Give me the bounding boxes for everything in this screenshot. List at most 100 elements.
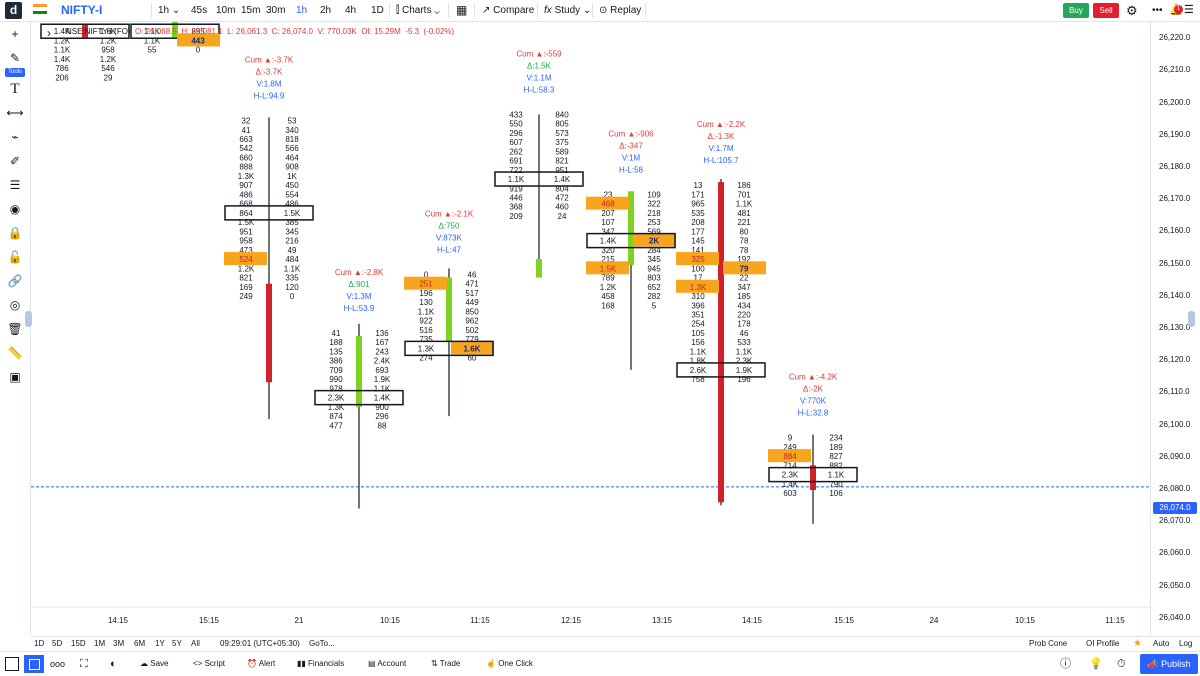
study-button[interactable]: fx Study ⌄ (544, 0, 591, 21)
interval-10m[interactable]: 10m (216, 5, 236, 16)
interval-1d[interactable]: 1D (371, 5, 384, 16)
split-layout-icon[interactable] (24, 655, 44, 673)
account-button[interactable]: ▤ Account (368, 652, 406, 676)
bid-volume: 1.1K (418, 307, 435, 316)
range-5d[interactable]: 5D (52, 639, 63, 648)
script-button[interactable]: <> Script (193, 652, 225, 676)
candle-body (172, 22, 178, 38)
range-1m[interactable]: 1M (94, 639, 106, 648)
trade-button[interactable]: ⇅ Trade (431, 652, 460, 676)
bid-volume: 17 (694, 274, 703, 283)
more-icon[interactable]: ••• (1152, 5, 1163, 16)
clock: 09:29:01 (UTC+05:30) (220, 639, 300, 648)
megaphone-icon: 📣 (1147, 659, 1159, 669)
range-3m[interactable]: 3M (113, 639, 125, 648)
interval-1h[interactable]: 1h (296, 5, 308, 16)
buy-button[interactable]: Buy (1063, 3, 1089, 18)
trash-icon[interactable]: 🗑 (7, 322, 23, 336)
range-1d[interactable]: 1D (34, 639, 45, 648)
bid-volume: 396 (691, 301, 705, 310)
alert-button[interactable]: ⏰ Alert (247, 652, 275, 676)
compare-button[interactable]: ↗ Compare (482, 0, 534, 21)
app-logo[interactable]: d (5, 2, 22, 19)
eye-icon[interactable]: ◎ (9, 298, 21, 312)
bid-volume: 786 (55, 64, 69, 73)
prob-cone-button[interactable]: Prob Cone (1029, 639, 1068, 648)
one-click-button[interactable]: ☝ One Click (486, 652, 533, 676)
range-15d[interactable]: 15D (71, 639, 86, 648)
interval-45s[interactable]: 45s (191, 5, 208, 16)
price-axis[interactable]: 26,220.0 26,210.0 26,200.0 26,190.0 26,180.0… (1150, 22, 1200, 634)
screenshot-icon[interactable]: ▣ (9, 370, 21, 384)
collapse-chevron-icon[interactable]: › (47, 26, 51, 40)
brush-icon[interactable]: ⌁ (11, 130, 19, 144)
fullscreen-icon[interactable]: ⛶ (80, 658, 88, 670)
crosshair-icon[interactable]: + (11, 27, 19, 41)
unlock-icon[interactable]: 🔓 (7, 250, 23, 264)
palette-icon[interactable]: ◐ (110, 658, 117, 670)
bid-volume: 2.3K (328, 394, 345, 403)
ask-volume: 29 (104, 73, 113, 82)
alarm-clock-icon: ⏰ (247, 659, 257, 668)
publish-button[interactable]: 📣 Publish (1140, 654, 1198, 674)
ask-volume: 566 (285, 144, 299, 153)
chevron-down-icon: ⌄ (582, 5, 592, 16)
horizontal-line-icon[interactable]: ⟷ (6, 106, 24, 120)
log-scale-button[interactable]: Log (1179, 639, 1193, 648)
charts-button[interactable]: ⫿ Charts ⌄ (396, 0, 440, 21)
gear-icon[interactable]: ⚙ (1126, 3, 1138, 18)
sell-button[interactable]: Sell (1093, 3, 1119, 18)
bid-volume: 535 (691, 209, 705, 218)
bid-volume: 206 (55, 73, 69, 82)
menu-icon[interactable]: ☰ (1184, 4, 1194, 16)
interval-2h[interactable]: 2h (320, 5, 332, 16)
replay-button[interactable]: ⊙ Replay (599, 0, 641, 21)
bid-volume: 907 (239, 181, 253, 190)
chart-type-icon: ⫿ (396, 5, 400, 16)
bid-volume: 169 (239, 283, 253, 292)
range-6m[interactable]: 6M (134, 639, 146, 648)
ask-volume: 136 (375, 329, 389, 338)
candle-stat: Δ:1.5K (527, 61, 552, 70)
star-icon[interactable]: ★ (1133, 638, 1142, 649)
interval-selector[interactable]: 1h ⌄ (158, 0, 180, 21)
range-5y[interactable]: 5Y (172, 639, 182, 648)
auto-scale-button[interactable]: Auto (1153, 639, 1170, 648)
interval-4h[interactable]: 4h (345, 5, 357, 16)
single-layout-icon[interactable] (5, 657, 19, 671)
bid-highlight (768, 449, 811, 463)
bid-volume: 156 (691, 338, 705, 347)
ruler-icon[interactable]: 📏 (7, 346, 23, 360)
range-1y[interactable]: 1Y (155, 639, 165, 648)
lock-icon[interactable]: 🔒 (7, 226, 23, 240)
link-icon[interactable]: 🔗 (7, 274, 23, 288)
fib-icon[interactable]: ☰ (9, 178, 21, 192)
collapse-right-handle[interactable] (1188, 311, 1195, 327)
layout-icon[interactable]: ▦ (456, 3, 468, 17)
legend-high: H: 26,081.1 (181, 27, 223, 36)
mouse-icon[interactable]: ◉ (9, 202, 21, 216)
collapse-left-handle[interactable] (25, 311, 32, 327)
save-button[interactable]: ☁ Save (140, 652, 168, 676)
symbol-name[interactable]: NIFTY-I (61, 3, 103, 17)
text-tool-icon[interactable]: T (10, 81, 20, 97)
bid-volume: 310 (691, 292, 705, 301)
oi-profile-button[interactable]: OI Profile (1086, 639, 1120, 648)
interval-15m[interactable]: 15m (241, 5, 261, 16)
chart-canvas[interactable]: 14:15 15:15 21 10:15 11:15 12:15 13:15 14:15 15:… (31, 22, 1150, 634)
clock-icon[interactable]: ⏱ (1117, 658, 1126, 670)
help-icon[interactable]: ⓘ (1060, 658, 1071, 670)
ask-volume: 900 (375, 403, 389, 412)
financials-button[interactable]: ▮▮ Financials (297, 652, 344, 676)
lightbulb-icon[interactable]: 💡 (1089, 658, 1103, 670)
bid-volume: 0 (424, 270, 429, 279)
more-layouts-icon[interactable]: ooo (50, 659, 66, 669)
pencil-icon[interactable]: ✐ (9, 154, 21, 168)
pen-tool-icon[interactable]: ✎ (9, 51, 21, 65)
goto-button[interactable]: GoTo... (309, 639, 335, 648)
footprint-chart[interactable]: 14:15 15:15 21 10:15 11:15 12:15 13:15 14:15 15:… (31, 22, 1150, 634)
range-all[interactable]: All (191, 639, 200, 648)
bid-volume: 325 (691, 255, 705, 264)
bid-volume: 208 (691, 218, 705, 227)
interval-30m[interactable]: 30m (266, 5, 286, 16)
